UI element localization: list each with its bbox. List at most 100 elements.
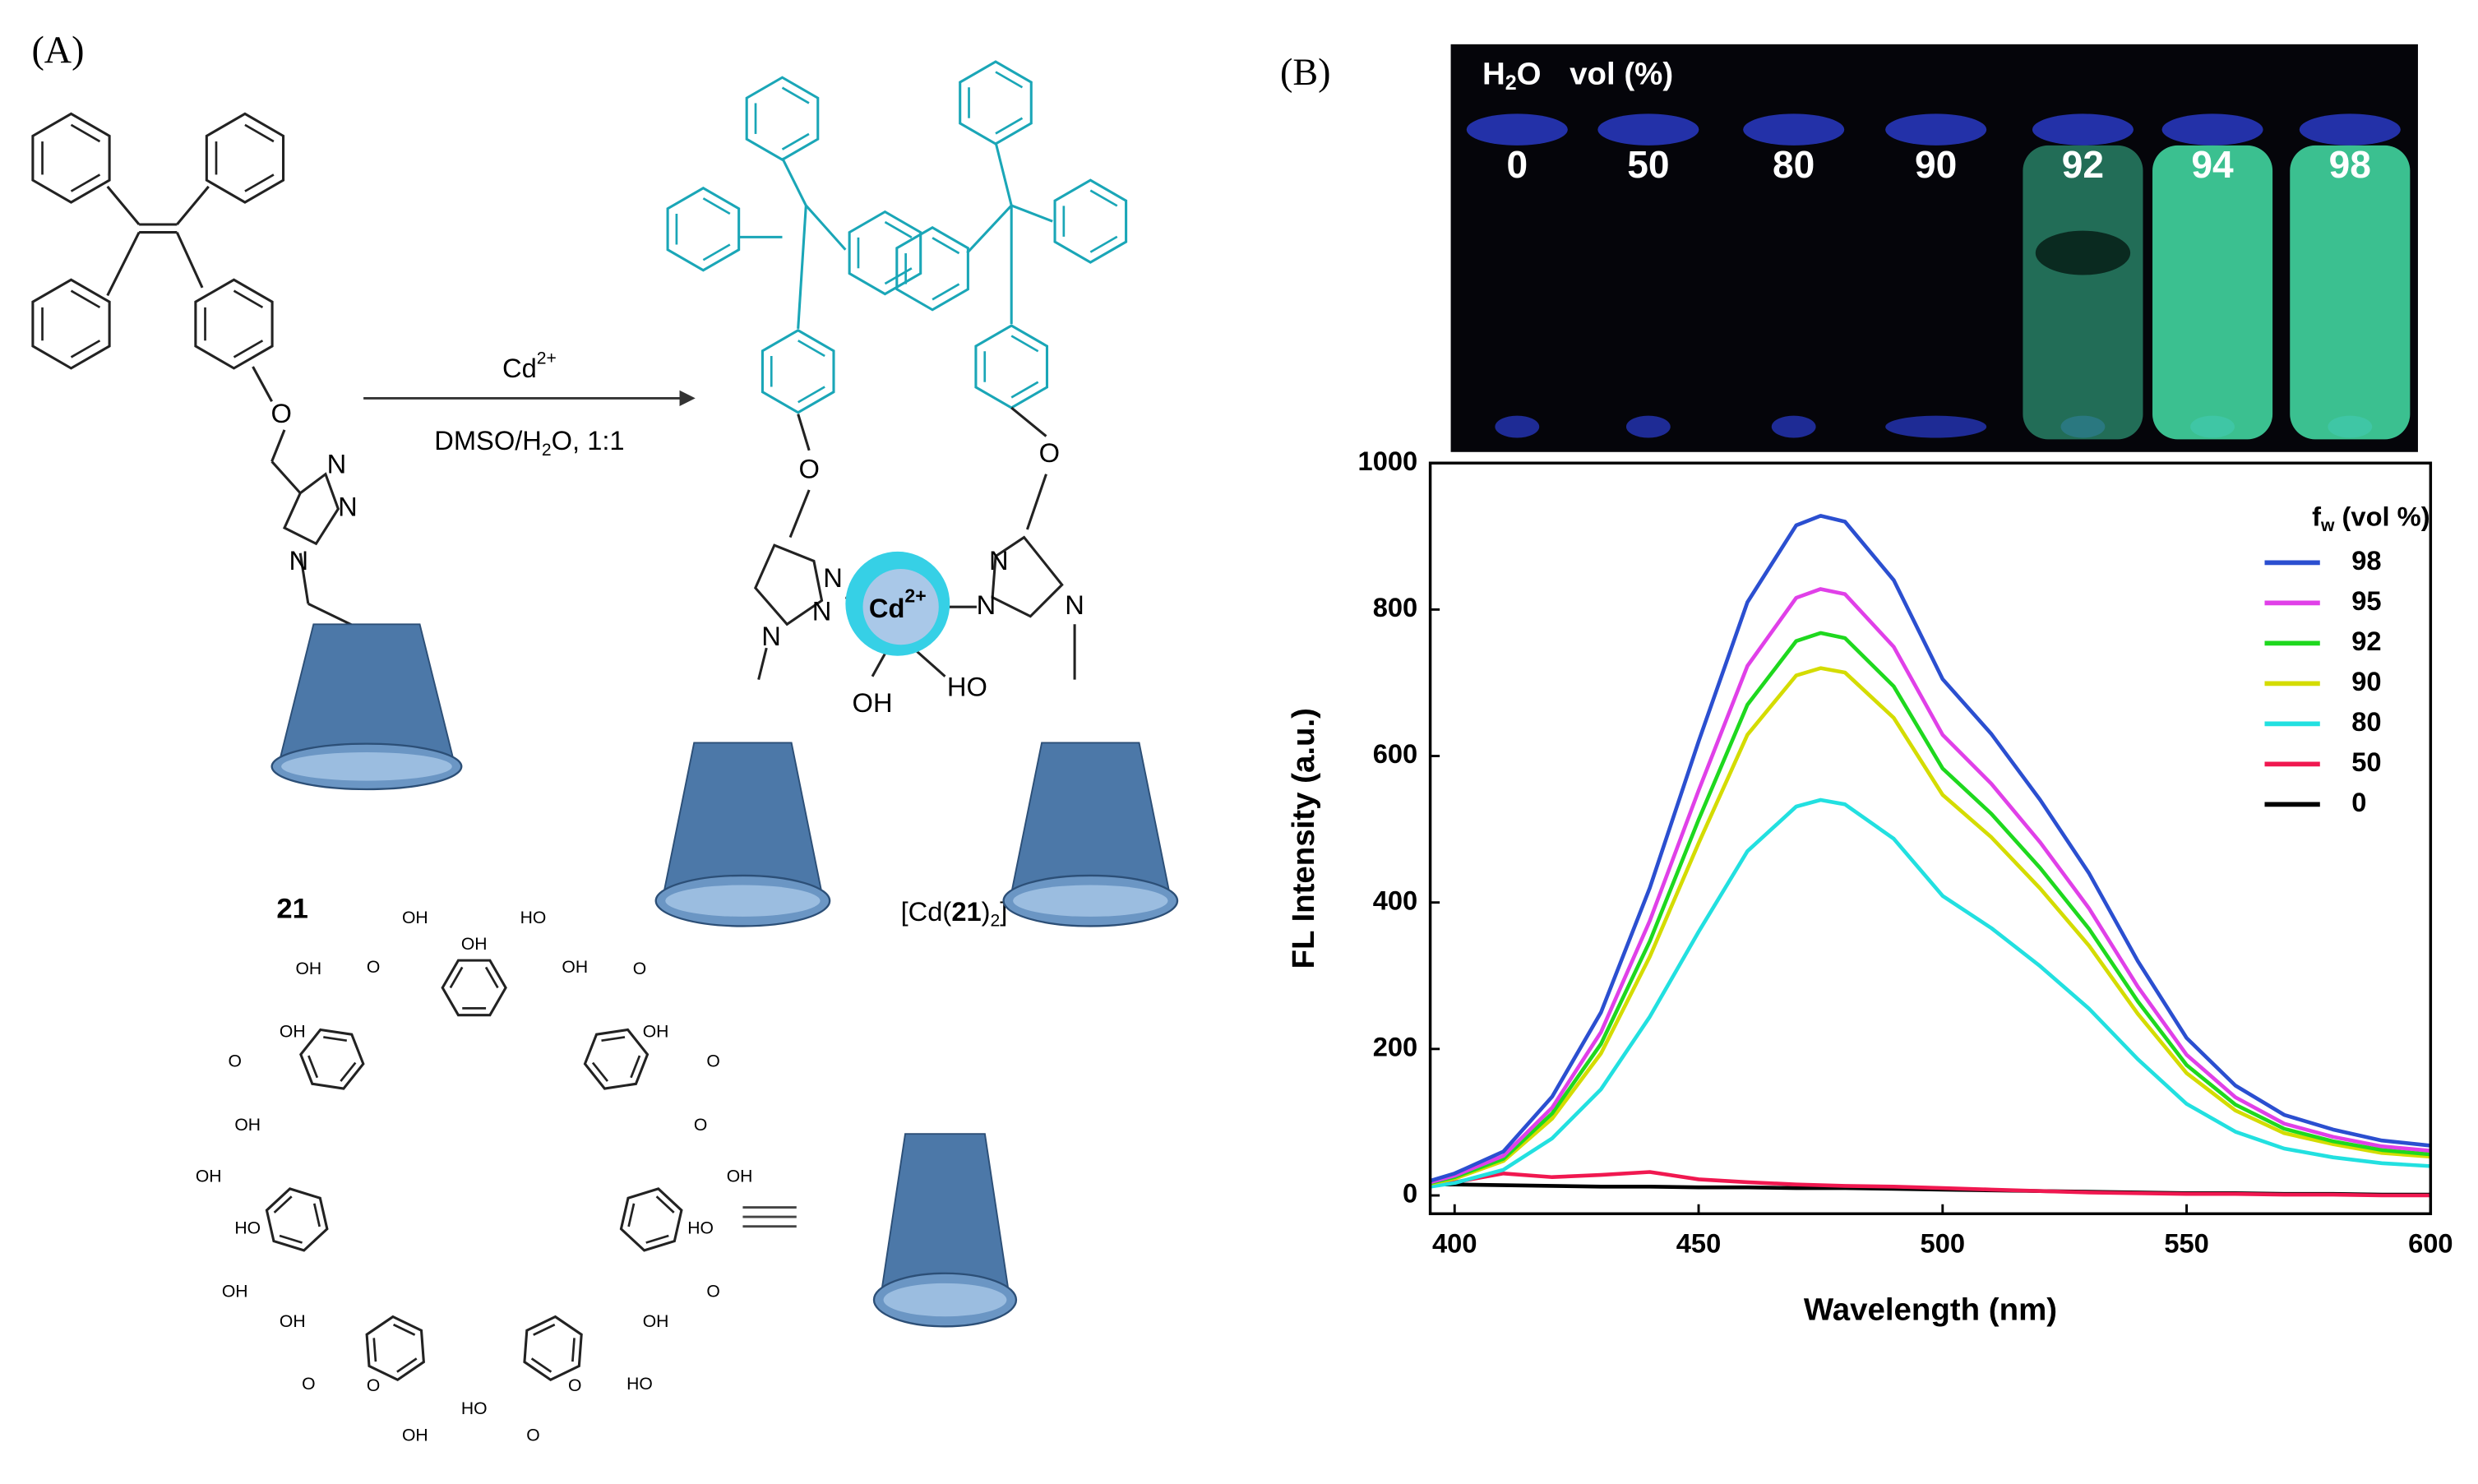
series-line — [1430, 666, 2431, 1186]
vial-cap-glow — [1466, 113, 1568, 146]
double-bond — [70, 289, 101, 309]
metal-charge: 2+ — [904, 585, 926, 607]
phenyl-ring — [299, 1028, 365, 1090]
vial-label: 80 — [1773, 143, 1815, 186]
atom-label: HO — [626, 1375, 653, 1394]
double-bond — [279, 1234, 303, 1244]
atom-label: OH — [643, 1312, 669, 1331]
bond — [175, 231, 204, 289]
legend-label: 50 — [2351, 747, 2381, 777]
cyclodextrin-cone — [270, 623, 463, 791]
complex-text: 21 — [951, 896, 981, 927]
double-bond — [530, 1357, 552, 1373]
double-bond — [797, 386, 825, 404]
caption-text: vol (%) — [1570, 56, 1673, 91]
atom-label: OH — [295, 959, 321, 978]
double-bond — [601, 1036, 626, 1042]
y-axis-label: FL Intensity (a.u.) — [1286, 708, 1321, 969]
complex-text: ) — [982, 896, 991, 927]
vial-cap-glow — [2299, 113, 2401, 146]
photo-caption: H2O vol (%) — [1482, 56, 1673, 94]
legend-title: fw (vol %) — [2312, 501, 2429, 535]
y-tick-label: 600 — [1373, 738, 1418, 769]
double-bond — [591, 1061, 609, 1082]
series-line — [1430, 797, 2431, 1189]
atom-label: N — [823, 562, 843, 593]
compound-label: 21 — [276, 893, 307, 924]
panel-label: (B) — [1280, 51, 1331, 93]
double-bond — [571, 1338, 576, 1362]
phenyl-ring — [523, 1315, 583, 1381]
vial-label: 50 — [1627, 143, 1669, 186]
double-bond — [70, 340, 101, 358]
phenyl-ring — [1053, 178, 1128, 264]
conditions-sub: 2 — [542, 440, 552, 459]
bond — [966, 204, 1013, 254]
phenyl-ring — [761, 328, 835, 414]
double-bond — [233, 289, 264, 309]
vial-label: 98 — [2329, 143, 2371, 186]
vial-base-glow — [1625, 415, 1671, 438]
double-bond — [702, 243, 731, 261]
phenyl-ring — [848, 210, 922, 296]
double-bond — [627, 1203, 636, 1227]
double-bond — [449, 966, 464, 989]
atom-label: OH — [853, 687, 893, 718]
bond — [757, 647, 768, 680]
atom-label: OH — [727, 1167, 753, 1186]
caption-text: O — [1517, 56, 1542, 91]
double-bond — [884, 220, 913, 239]
double-bond — [307, 1055, 319, 1079]
vial-dark — [2035, 230, 2131, 275]
photo — [1450, 44, 2418, 452]
phenyl-ring — [745, 76, 820, 161]
atom-label: N — [1065, 589, 1084, 620]
x-tick-label: 500 — [1921, 1227, 1966, 1258]
double-bond — [797, 340, 825, 358]
triazole-ring — [754, 543, 824, 626]
atom-label: O — [270, 398, 291, 428]
bond — [106, 185, 141, 225]
complex-text: ] — [1000, 896, 1007, 927]
reagent-charge: 2+ — [537, 349, 557, 368]
arrow-head — [679, 390, 696, 407]
atom-label: OH — [234, 1116, 261, 1135]
atom-label: OH — [461, 935, 488, 954]
double-bond — [995, 117, 1024, 135]
double-bond — [702, 197, 731, 215]
bond — [176, 185, 210, 225]
atom-label: N — [289, 545, 308, 576]
double-bond — [655, 1195, 675, 1214]
triazole-ring — [991, 535, 1064, 618]
legend-title-sub: w — [2320, 516, 2335, 535]
double-bond — [1089, 235, 1118, 253]
double-bond — [1089, 189, 1118, 207]
phenyl-ring — [205, 112, 285, 204]
metal-core — [862, 569, 939, 645]
y-tick-label: 200 — [1373, 1031, 1418, 1061]
vial-label: 92 — [2062, 143, 2104, 186]
double-bond — [273, 1195, 293, 1214]
conditions-text: DMSO/H — [434, 425, 542, 455]
atom-label: O — [367, 1376, 380, 1395]
bond — [270, 429, 286, 462]
double-bond — [312, 1203, 321, 1227]
phenyl-ring — [265, 1187, 329, 1252]
series-line — [1429, 587, 2431, 1185]
double-bond — [70, 173, 101, 192]
double-bond — [340, 1061, 357, 1082]
y-tick-label: 1000 — [1358, 446, 1418, 476]
atom-label: HO — [947, 672, 987, 702]
legend-label: 0 — [2351, 787, 2366, 817]
atom-label: O — [228, 1052, 241, 1071]
x-tick-label: 550 — [2164, 1227, 2209, 1258]
bond — [270, 460, 302, 494]
atom-label: OH — [280, 1022, 306, 1041]
vial-base-glow — [1885, 415, 1987, 438]
double-bond — [932, 237, 960, 255]
atom-label: N — [989, 545, 1009, 576]
atom-label: OH — [562, 958, 588, 977]
vial-base-glow — [1495, 415, 1540, 438]
y-tick-label: 0 — [1403, 1178, 1417, 1209]
legend-title-text: (vol %) — [2334, 501, 2429, 531]
